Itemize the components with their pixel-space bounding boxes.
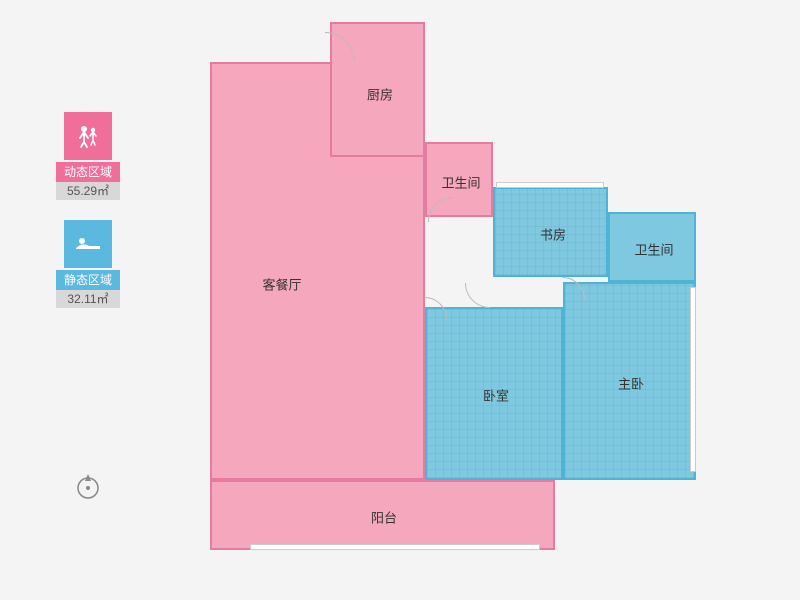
room-bath1-label: 卫生间	[441, 173, 480, 192]
legend-static-area: 32.11㎡	[56, 290, 120, 308]
legend-static-icon	[64, 220, 112, 268]
compass-icon	[72, 470, 104, 502]
room-study-label: 书房	[540, 225, 566, 244]
window-line	[250, 544, 540, 550]
sleep-icon	[73, 234, 103, 254]
room-master: 主卧	[563, 282, 696, 480]
room-bath2: 卫生间	[608, 212, 696, 282]
legend-dynamic-area: 55.29㎡	[56, 182, 120, 200]
room-balcony-label: 阳台	[371, 508, 397, 527]
room-bedroom2: 卧室	[425, 307, 563, 480]
room-living-label: 客餐厅	[262, 275, 301, 294]
legend-dynamic-block: 动态区域 55.29㎡	[56, 112, 120, 200]
window-line	[690, 287, 696, 472]
room-balcony: 阳台	[210, 480, 555, 550]
room-master-label: 主卧	[618, 374, 644, 393]
legend-static-label: 静态区域	[56, 270, 120, 290]
people-icon	[73, 121, 103, 151]
legend-dynamic-icon	[64, 112, 112, 160]
legend-static-block: 静态区域 32.11㎡	[56, 220, 120, 308]
room-study: 书房	[493, 187, 608, 277]
legend-dynamic-label: 动态区域	[56, 162, 120, 182]
legend-panel: 动态区域 55.29㎡ 静态区域 32.11㎡	[56, 112, 120, 328]
room-kitchen-label: 厨房	[367, 85, 393, 104]
room-bath2-label: 卫生间	[634, 240, 673, 259]
window-line	[496, 182, 604, 188]
room-bedroom2-label: 卧室	[483, 386, 509, 405]
floorplan: 客餐厅 厨房 卫生间 阳台 书房 卫生间 卧室 主卧	[210, 22, 740, 582]
